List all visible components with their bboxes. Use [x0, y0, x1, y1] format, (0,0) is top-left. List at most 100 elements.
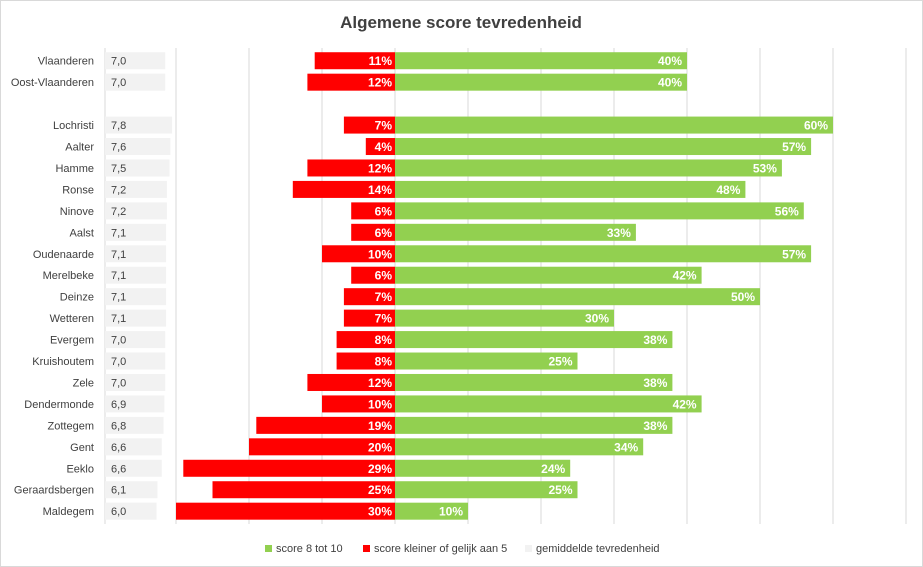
data-label-high-score: 60% — [804, 119, 828, 133]
bar-high-score — [395, 180, 746, 198]
bar-average — [105, 309, 167, 327]
bar-high-score — [395, 459, 571, 477]
category-label: Merelbeke — [43, 270, 94, 282]
data-label-low-score: 10% — [368, 247, 392, 261]
bar-average — [105, 438, 162, 456]
legend-swatch — [525, 545, 532, 552]
bar-average — [105, 159, 170, 177]
bar-average — [105, 331, 166, 349]
data-label-average: 7,0 — [111, 356, 126, 368]
bar-high-score — [395, 288, 760, 306]
data-label-average: 7,1 — [111, 292, 126, 304]
bar-average — [105, 481, 158, 499]
bar-low-score — [351, 202, 395, 220]
legend-label: score 8 tot 10 — [276, 543, 343, 555]
data-label-average: 7,0 — [111, 335, 126, 347]
category-labels: Vlaanderen Oost-Vlaanderen Lochristi Aalter… — [11, 56, 94, 518]
data-label-high-score: 48% — [716, 183, 740, 197]
category-label: Oost-Vlaanderen — [11, 77, 94, 89]
category-label: Aalter — [65, 142, 94, 154]
bar-low-score — [307, 73, 395, 91]
data-label-average: 7,1 — [111, 313, 126, 325]
bar-low-score — [292, 180, 395, 198]
bar-high-score — [395, 331, 673, 349]
bar-high-score — [395, 395, 702, 413]
data-label-low-score: 30% — [368, 505, 392, 519]
category-label: Eeklo — [66, 463, 94, 475]
data-label-high-score: 57% — [782, 247, 806, 261]
bar-low-score — [336, 352, 395, 370]
data-label-average: 7,1 — [111, 227, 126, 239]
bar-average — [105, 288, 167, 306]
data-label-high-score: 42% — [673, 269, 697, 283]
bar-high-score — [395, 52, 687, 70]
data-label-low-score: 14% — [368, 183, 392, 197]
bar-low-score — [249, 438, 395, 456]
category-label: Wetteren — [50, 313, 94, 325]
bar-average — [105, 502, 157, 520]
category-label: Deinze — [60, 292, 94, 304]
category-label: Evergem — [50, 335, 94, 347]
data-label-high-score: 38% — [643, 376, 667, 390]
data-label-low-score: 29% — [368, 462, 392, 476]
bar-high-score — [395, 502, 468, 520]
bar-average — [105, 223, 167, 241]
bar-low-score — [322, 395, 395, 413]
bar-average — [105, 352, 166, 370]
data-label-low-score: 12% — [368, 76, 392, 90]
category-label: Ninove — [60, 206, 94, 218]
data-label-low-score: 10% — [368, 397, 392, 411]
bar-high-score — [395, 373, 673, 391]
bar-low-score — [307, 373, 395, 391]
bar-high-score — [395, 138, 812, 156]
bar-low-score — [343, 288, 395, 306]
data-label-high-score: 24% — [541, 462, 565, 476]
data-label-average: 7,1 — [111, 270, 126, 282]
bar-average — [105, 395, 165, 413]
data-label-average: 7,6 — [111, 142, 126, 154]
bar-high-score — [395, 73, 687, 91]
category-label: Maldegem — [43, 506, 94, 518]
data-label-low-score: 6% — [375, 269, 393, 283]
category-label: Zele — [73, 377, 94, 389]
data-label-average: 6,6 — [111, 442, 126, 454]
legend-swatch — [265, 545, 272, 552]
category-label: Dendermonde — [24, 399, 94, 411]
data-label-low-score: 25% — [368, 483, 392, 497]
data-label-high-score: 25% — [548, 355, 572, 369]
category-label: Lochristi — [53, 120, 94, 132]
data-label-average: 6,6 — [111, 463, 126, 475]
bar-low-score — [336, 331, 395, 349]
chart-title: Algemene score tevredenheid — [340, 13, 582, 32]
bar-low-score — [176, 502, 395, 520]
data-label-average: 6,0 — [111, 506, 126, 518]
data-label-average: 7,1 — [111, 249, 126, 261]
data-label-low-score: 8% — [375, 333, 393, 347]
data-label-average: 7,0 — [111, 77, 126, 89]
bar-low-score — [307, 159, 395, 177]
data-label-average: 7,5 — [111, 163, 126, 175]
legend-label: score kleiner of gelijk aan 5 — [374, 543, 507, 555]
bar-high-score — [395, 266, 702, 284]
data-label-high-score: 40% — [658, 76, 682, 90]
data-label-low-score: 7% — [375, 290, 393, 304]
data-label-average: 7,8 — [111, 120, 126, 132]
data-label-low-score: 7% — [375, 312, 393, 326]
bar-average — [105, 245, 167, 263]
bar-low-score — [314, 52, 395, 70]
bar-average — [105, 416, 164, 434]
bar-average — [105, 116, 173, 134]
data-label-average: 6,9 — [111, 399, 126, 411]
bar-high-score — [395, 416, 673, 434]
bar-low-score — [351, 223, 395, 241]
category-label: Ronse — [62, 184, 94, 196]
category-label: Kruishoutem — [32, 356, 94, 368]
data-label-average: 7,0 — [111, 377, 126, 389]
data-label-average: 6,8 — [111, 420, 126, 432]
data-label-high-score: 42% — [673, 397, 697, 411]
category-label: Aalst — [70, 227, 94, 239]
bar-high-score — [395, 309, 614, 327]
data-label-low-score: 11% — [369, 54, 393, 68]
bar-low-score — [183, 459, 395, 477]
data-label-high-score: 50% — [731, 290, 755, 304]
